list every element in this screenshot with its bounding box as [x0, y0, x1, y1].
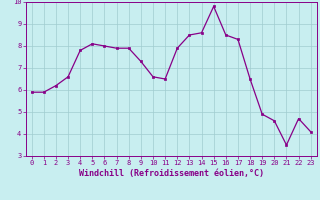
X-axis label: Windchill (Refroidissement éolien,°C): Windchill (Refroidissement éolien,°C) [79, 169, 264, 178]
